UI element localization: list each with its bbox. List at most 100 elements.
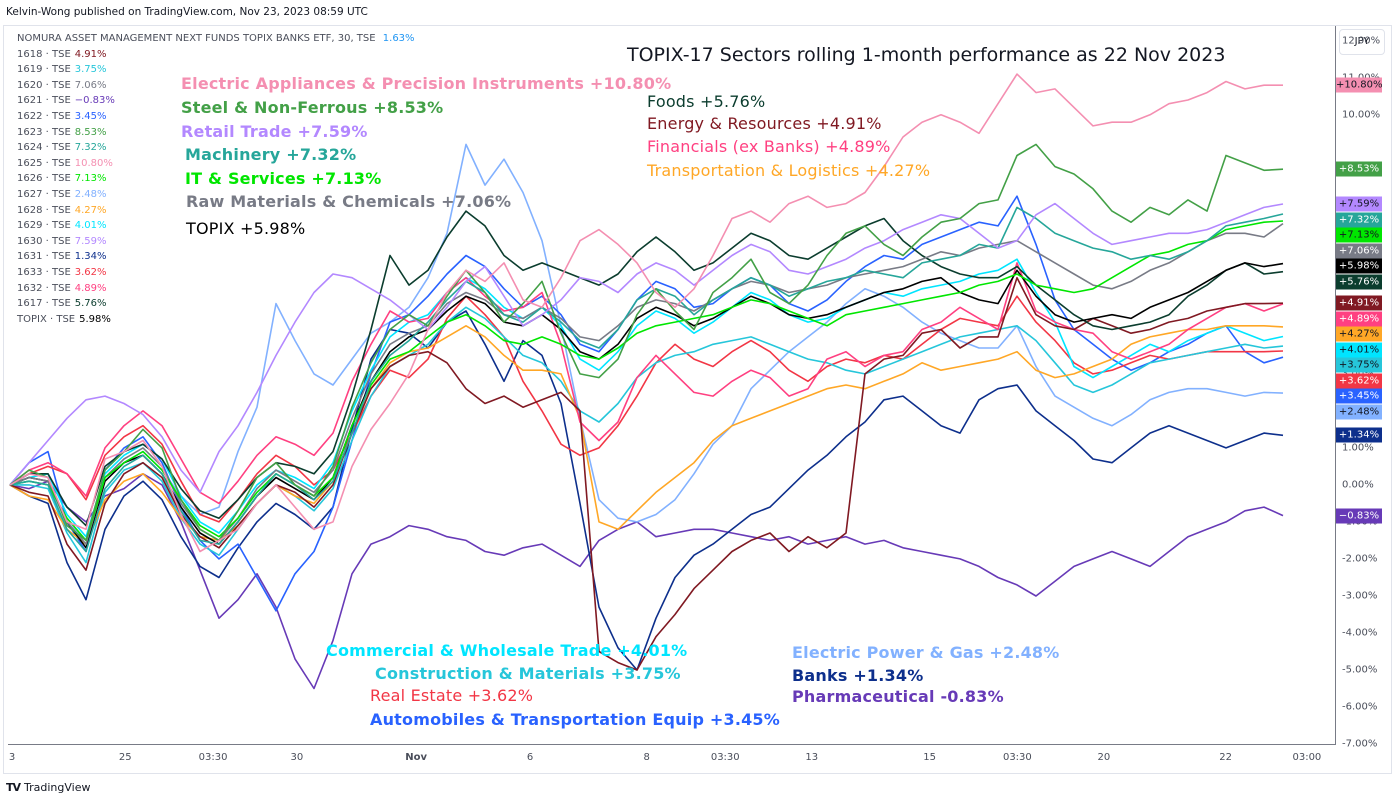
annotation-label: Pharmaceutical -0.83% [792, 687, 1004, 706]
x-tick-label: 13 [805, 752, 819, 763]
x-tick-label: 8 [643, 752, 650, 763]
annotation-label: Energy & Resources +4.91% [647, 114, 882, 133]
legend-label: 1632 · TSE [17, 282, 71, 294]
annotation-label: Raw Materials & Chemicals +7.06% [186, 192, 512, 211]
legend-value: 5.98% [79, 313, 111, 325]
legend-label: 1623 · TSE [17, 126, 71, 138]
legend-header-label: NOMURA ASSET MANAGEMENT NEXT FUNDS TOPIX… [17, 33, 376, 44]
legend-row[interactable]: 1628 · TSE 4.27% [17, 203, 415, 219]
legend-label: 1622 · TSE [17, 110, 71, 122]
legend-label: 1628 · TSE [17, 204, 71, 216]
legend-label: 1625 · TSE [17, 157, 71, 169]
legend-row[interactable]: 1633 · TSE 3.62% [17, 265, 415, 281]
series-line-1618[interactable] [9, 276, 1284, 671]
series-line-1625[interactable] [9, 73, 1283, 553]
legend-value: 4.89% [74, 282, 107, 294]
last-value-badge: −0.83% [1336, 508, 1382, 524]
last-value-badge: +7.32% [1336, 212, 1382, 228]
y-tick-label: -4.00% [1342, 627, 1378, 639]
legend-label: 1630 · TSE [17, 235, 71, 247]
chart-frame [3, 25, 1392, 774]
legend-value: 2.48% [74, 188, 107, 200]
series-line-1627[interactable] [9, 143, 1284, 542]
series-legend: NOMURA ASSET MANAGEMENT NEXT FUNDS TOPIX… [17, 31, 415, 327]
legend-row[interactable]: 1621 · TSE −0.83% [17, 93, 415, 109]
legend-row[interactable]: 1622 · TSE 3.45% [17, 109, 415, 125]
legend-value: 7.06% [74, 79, 107, 91]
series-line-1622[interactable] [9, 195, 1284, 612]
time-axis-line [8, 744, 1336, 745]
legend-label: 1619 · TSE [17, 64, 71, 76]
series-line-1621[interactable] [9, 472, 1284, 690]
y-tick-label: -6.00% [1342, 701, 1378, 713]
legend-row[interactable]: 1629 · TSE 4.01% [17, 218, 415, 234]
legend-value: 4.01% [74, 220, 107, 232]
currency-button[interactable]: JPY [1339, 29, 1385, 55]
annotation-label: Construction & Materials +3.75% [375, 664, 681, 683]
annotation-label: Transportation & Logistics +4.27% [647, 161, 931, 180]
series-line-1629[interactable] [9, 258, 1284, 538]
legend-label: 1620 · TSE [17, 79, 71, 91]
annotation-label: Commercial & Wholesale Trade +4.01% [326, 641, 688, 660]
legend-label: 1617 · TSE [17, 298, 71, 310]
legend-value: 7.13% [74, 173, 107, 185]
last-value-badge: +3.75% [1336, 357, 1382, 373]
annotation-label: Financials (ex Banks) +4.89% [647, 137, 891, 156]
last-value-badge: +5.76% [1336, 274, 1382, 290]
x-tick-label: 25 [118, 752, 132, 763]
series-line-1617[interactable] [9, 210, 1284, 527]
chart-title: TOPIX-17 Sectors rolling 1-month perform… [627, 44, 1226, 66]
tradingview-logo-icon: TV [6, 781, 21, 794]
legend-value: 4.91% [74, 48, 107, 60]
last-value-badge: +4.91% [1336, 295, 1382, 311]
legend-row[interactable]: 1619 · TSE 3.75% [17, 62, 415, 78]
last-value-badge: +4.89% [1336, 311, 1382, 327]
legend-row[interactable]: 1632 · TSE 4.89% [17, 281, 415, 297]
annotation-label: Retail Trade +7.59% [181, 122, 368, 141]
legend-value: 3.62% [74, 266, 107, 278]
legend-label: 1633 · TSE [17, 266, 71, 278]
series-line-1624[interactable] [9, 206, 1284, 553]
legend-value: 1.34% [74, 251, 107, 263]
annotation-label: Steel & Non-Ferrous +8.53% [181, 98, 444, 117]
legend-header[interactable]: NOMURA ASSET MANAGEMENT NEXT FUNDS TOPIX… [17, 31, 415, 47]
series-line-1619[interactable] [10, 306, 1284, 564]
legend-row[interactable]: 1627 · TSE 2.48% [17, 187, 415, 203]
legend-label: 1629 · TSE [17, 220, 71, 232]
y-tick-label: -7.00% [1342, 738, 1378, 750]
series-line-1626[interactable] [9, 220, 1284, 542]
legend-row[interactable]: 1625 · TSE 10.80% [17, 156, 415, 172]
legend-row[interactable]: 1624 · TSE 7.32% [17, 140, 415, 156]
legend-row[interactable]: 1617 · TSE 5.76% [17, 296, 415, 312]
legend-row[interactable]: 1623 · TSE 8.53% [17, 125, 415, 141]
last-value-badge: +2.48% [1336, 404, 1382, 420]
last-value-badge: +3.45% [1336, 388, 1382, 404]
last-value-badge: +7.06% [1336, 243, 1382, 259]
legend-row[interactable]: 1631 · TSE 1.34% [17, 249, 415, 265]
last-value-badge: +8.53% [1336, 161, 1382, 177]
x-tick-label: 03:30 [710, 752, 740, 763]
legend-value: 3.75% [74, 64, 107, 76]
legend-label: 1621 · TSE [17, 95, 71, 107]
legend-value: −0.83% [74, 95, 115, 107]
legend-row[interactable]: 1620 · TSE 7.06% [17, 78, 415, 94]
y-tick-label: 12.00% [1342, 35, 1381, 47]
last-value-badge: +1.34% [1336, 427, 1382, 443]
x-tick-label: Nov [405, 752, 427, 763]
legend-row[interactable]: 1626 · TSE 7.13% [17, 171, 415, 187]
legend-value: 3.45% [74, 110, 107, 122]
series-line-1631[interactable] [9, 310, 1284, 671]
y-tick-label: 10.00% [1342, 109, 1381, 121]
price-axis-line [1335, 26, 1336, 744]
series-line-1630[interactable] [9, 202, 1284, 494]
last-value-badge: +3.62% [1336, 373, 1382, 389]
last-value-badge: +4.01% [1336, 342, 1382, 358]
publish-line: Kelvin-Wong published on TradingView.com… [6, 6, 368, 18]
series-line-1623[interactable] [9, 143, 1284, 542]
tradingview-brand[interactable]: TV TradingView [6, 781, 91, 794]
legend-row[interactable]: 1618 · TSE 4.91% [17, 47, 415, 63]
legend-row[interactable]: 1630 · TSE 7.59% [17, 234, 415, 250]
y-tick-label: 1.00% [1342, 442, 1374, 454]
legend-row[interactable]: TOPIX · TSE 5.98% [17, 312, 415, 328]
